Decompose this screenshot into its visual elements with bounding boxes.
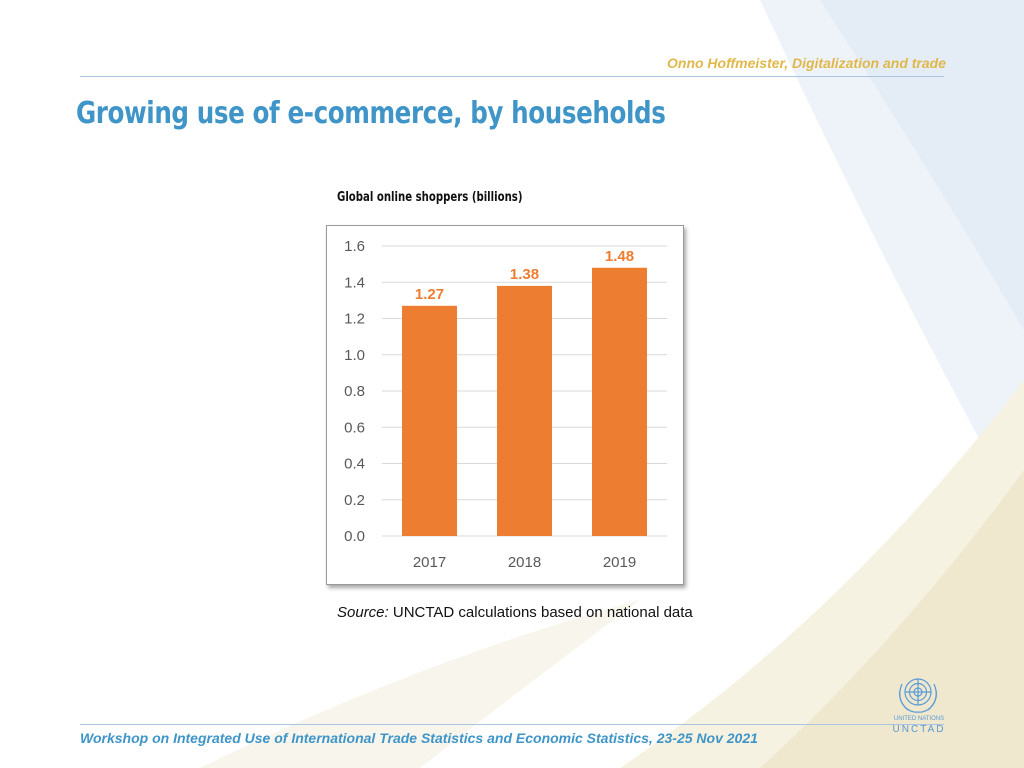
bar — [402, 305, 457, 536]
y-tick-label: 1.0 — [344, 347, 365, 364]
slide-title: Growing use of e-commerce, by households — [76, 96, 666, 131]
chart-caption: Global online shoppers (billions) — [337, 190, 523, 205]
data-label: 1.38 — [510, 266, 539, 283]
footer-divider — [80, 724, 944, 725]
source-text: UNCTAD calculations based on national da… — [392, 604, 693, 621]
y-tick-label: 1.4 — [344, 274, 365, 291]
header-divider — [80, 76, 944, 77]
bar — [592, 267, 647, 536]
data-label: 1.27 — [415, 286, 444, 303]
y-tick-label: 0.4 — [344, 456, 365, 473]
un-emblem-icon — [899, 678, 937, 713]
x-tick-label: 2018 — [508, 554, 541, 571]
logo-line2: UNCTAD — [892, 724, 946, 735]
source-label: Source: — [337, 604, 389, 621]
bar-chart-svg: 0.0 0.2 0.4 0.6 0.8 1.0 1.2 1.4 1.6 1.27 2017 1.38 2… — [344, 238, 667, 571]
bar — [497, 285, 552, 536]
y-tick-label: 0.0 — [344, 528, 365, 545]
y-tick-label: 1.2 — [344, 311, 365, 328]
source-note: Source: UNCTAD calculations based on nat… — [337, 604, 693, 621]
x-tick-label: 2017 — [413, 554, 446, 571]
y-tick-label: 1.6 — [344, 238, 365, 255]
y-tick-label: 0.6 — [344, 419, 365, 436]
y-tick-label: 0.8 — [344, 383, 365, 400]
footer-text: Workshop on Integrated Use of Internatio… — [80, 730, 758, 746]
y-tick-label: 0.2 — [344, 492, 365, 509]
bar-chart: 0.0 0.2 0.4 0.6 0.8 1.0 1.2 1.4 1.6 1.27 2017 1.38 2… — [326, 225, 684, 585]
x-tick-label: 2019 — [603, 554, 636, 571]
header-author: Onno Hoffmeister, Digitalization and tra… — [667, 55, 946, 71]
data-label: 1.48 — [605, 248, 634, 265]
logo-line1: UNITED NATIONS — [893, 716, 945, 722]
